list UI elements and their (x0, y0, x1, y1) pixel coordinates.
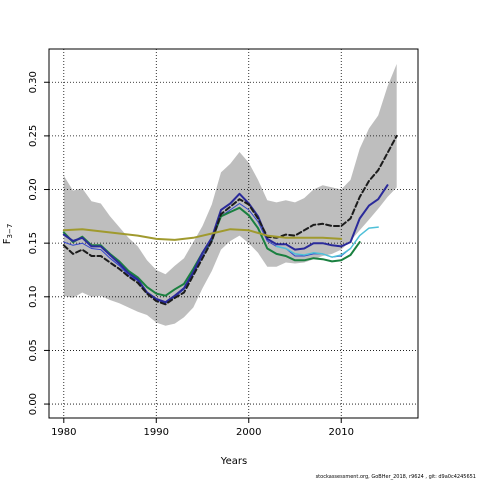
series-line-3 (62, 206, 361, 297)
y-axis-title-subscript: 3−7 (6, 224, 14, 239)
x-tick-label: 1980 (51, 427, 76, 438)
series-line-4 (62, 184, 389, 304)
footer-credit: stockassessment.org, GoBHer_2018, r9624 … (316, 474, 476, 480)
series-lines (62, 134, 398, 306)
series-line-5 (62, 134, 398, 306)
y-tick-label: 0.20 (28, 178, 39, 200)
x-tick-label: 2010 (329, 427, 354, 438)
x-axis: 1980 1990 2000 2010 (51, 418, 354, 438)
y-axis-title: F3−7 (2, 224, 14, 245)
plot-frame (48, 48, 419, 419)
series-line-6 (62, 228, 343, 241)
confidence-band-area (63, 64, 397, 326)
series-line-2 (275, 226, 379, 258)
y-tick-label: 0.25 (28, 125, 39, 147)
x-axis-title: Years (220, 456, 247, 467)
y-tick-label: 0.10 (28, 286, 39, 308)
y-axis: 0.00 0.05 0.10 0.15 0.20 0.25 0.30 (28, 71, 49, 415)
y-tick-label: 0.00 (28, 393, 39, 415)
y-axis-title-main: F (2, 238, 13, 244)
x-tick-label: 1990 (144, 427, 169, 438)
x-tick-label: 2000 (236, 427, 261, 438)
y-tick-label: 0.05 (28, 339, 39, 361)
y-tick-label: 0.15 (28, 232, 39, 254)
confidence-band (63, 64, 397, 326)
y-tick-label: 0.30 (28, 71, 39, 93)
